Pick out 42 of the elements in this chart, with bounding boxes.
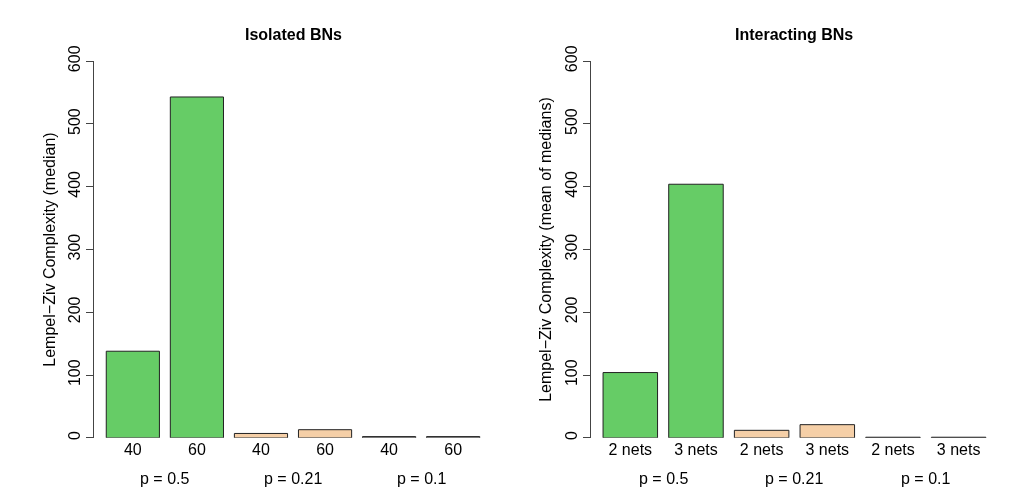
x-tick-label: 40	[123, 440, 142, 458]
text: p = 0.1	[901, 470, 951, 487]
y-axis-title: Lempel−Ziv Complexity (median)	[40, 132, 58, 367]
bar	[668, 183, 724, 438]
y-tick-label: 200	[562, 296, 580, 324]
x-tick-label: 40	[252, 440, 270, 458]
text: p = 0.21	[264, 470, 323, 487]
bar	[169, 96, 224, 438]
bar	[297, 429, 353, 438]
y-tick-label: 600	[66, 45, 83, 73]
x-tick-label: 3 nets	[674, 440, 718, 458]
x-tick-label: 3 nets	[805, 440, 850, 458]
text: p = 0.5	[639, 470, 689, 487]
y-tick-label: 500	[66, 108, 83, 135]
x-tick-label: 3 nets	[936, 440, 981, 458]
x-tick-label: 60	[316, 440, 335, 458]
x-tick-label: 60	[188, 440, 206, 458]
y-axis-title: Lempel−Ziv Complexity (mean of medians)	[537, 97, 555, 402]
y-tick-label: 200	[66, 296, 83, 324]
bar	[799, 424, 856, 438]
y-tick-label: 100	[66, 359, 83, 387]
y-tick-label: 300	[66, 233, 83, 261]
chart-title: Interacting BNs	[735, 26, 854, 43]
x-tick-label: 40	[380, 440, 399, 458]
y-tick-label: 0	[562, 430, 580, 440]
y-tick-label: 0	[66, 430, 83, 440]
y-tick-label: 400	[562, 170, 580, 198]
y-tick-label: 300	[562, 233, 580, 261]
x-tick-label: 2 nets	[608, 440, 653, 458]
x-tick-label: 60	[444, 440, 463, 458]
text: p = 0.21	[765, 470, 824, 487]
y-tick-label: 400	[66, 170, 83, 198]
y-tick-label: 600	[562, 45, 580, 73]
y-tick-label: 100	[562, 359, 580, 387]
bar	[602, 372, 659, 438]
text: p = 0.5	[140, 470, 190, 487]
chart-title: Isolated BNs	[245, 26, 343, 43]
text: p = 0.1	[397, 470, 447, 487]
y-tick-label: 500	[562, 108, 580, 135]
bar	[105, 350, 160, 438]
x-tick-label: 2 nets	[739, 440, 784, 458]
x-tick-label: 2 nets	[871, 440, 915, 458]
